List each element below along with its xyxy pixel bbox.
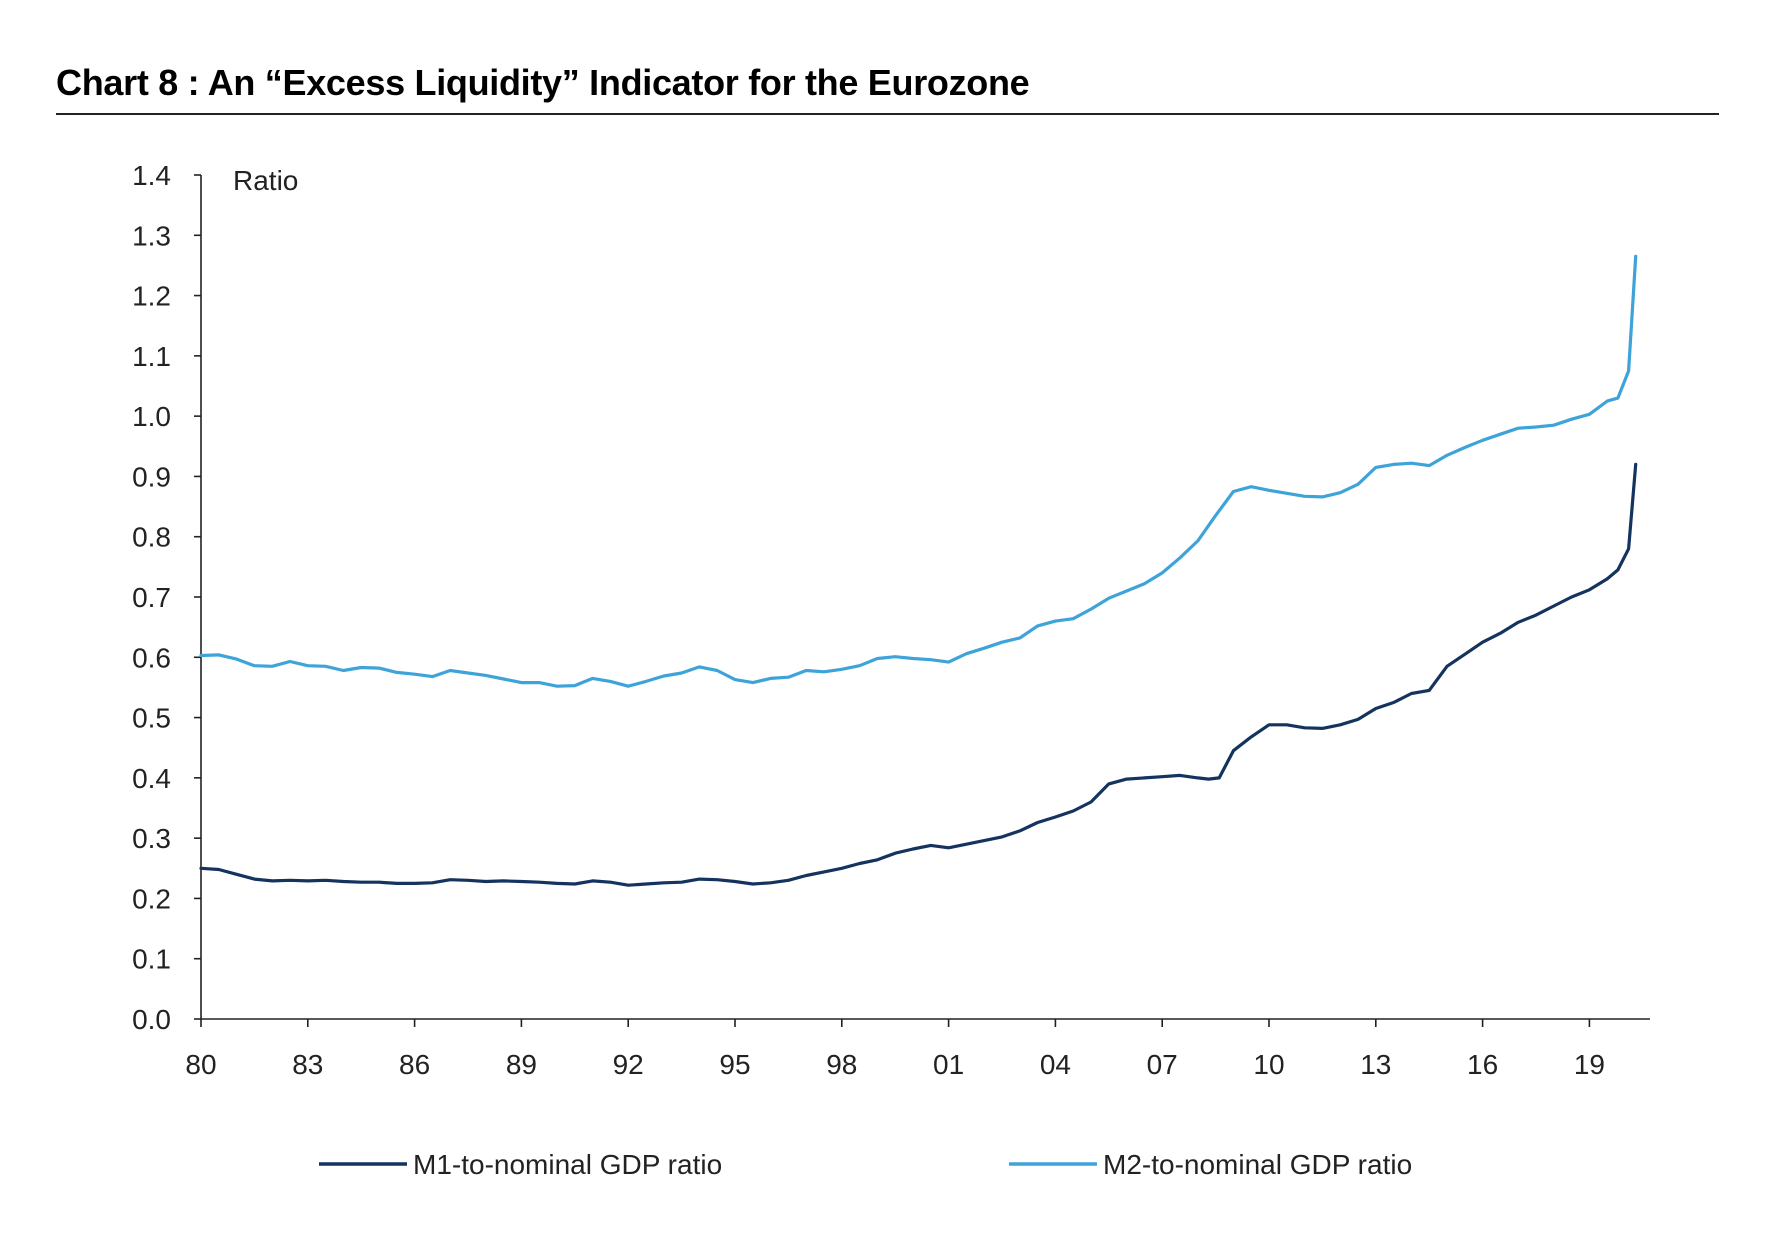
x-tick-label: 10: [1253, 1049, 1284, 1080]
y-tick-label: 0.1: [132, 944, 171, 975]
series-line-m1: [199, 462, 1638, 887]
y-tick-label: 1.0: [132, 401, 171, 432]
x-tick-label: 86: [399, 1049, 430, 1080]
x-tick-label: 83: [292, 1049, 323, 1080]
chart-lines: [199, 254, 1638, 887]
y-tick-label: 0.0: [132, 1004, 171, 1035]
y-tick-label: 0.5: [132, 703, 171, 734]
y-tick-label: 1.4: [132, 160, 171, 191]
x-tick-label: 16: [1467, 1049, 1498, 1080]
title-divider: [56, 113, 1719, 115]
unit-label: Ratio: [233, 165, 298, 196]
y-tick-label: 0.9: [132, 461, 171, 492]
y-tick-label: 0.2: [132, 883, 171, 914]
y-tick-label: 1.3: [132, 220, 171, 251]
chart-title: Chart 8 : An “Excess Liquidity” Indicato…: [56, 62, 1030, 103]
series-line-m2: [199, 254, 1638, 688]
y-tick-label: 0.4: [132, 763, 171, 794]
legend-label-m1: M1-to-nominal GDP ratio: [413, 1149, 722, 1180]
x-tick-label: 80: [185, 1049, 216, 1080]
x-tick-label: 13: [1360, 1049, 1391, 1080]
x-tick-label: 98: [826, 1049, 857, 1080]
x-tick-label: 01: [933, 1049, 964, 1080]
x-tick-label: 04: [1040, 1049, 1071, 1080]
y-tick-label: 0.3: [132, 823, 171, 854]
y-tick-label: 0.6: [132, 642, 171, 673]
legend-label-m2: M2-to-nominal GDP ratio: [1103, 1149, 1412, 1180]
x-tick-label: 92: [613, 1049, 644, 1080]
chart-axes: 0.0 0.1 0.2 0.3 0.4 0.5 0.6 0.7 0.8 0.9 1.0 1.1 1.2 1…: [132, 160, 1650, 1080]
y-tick-label: 1.1: [132, 341, 171, 372]
x-tick-label: 95: [719, 1049, 750, 1080]
y-tick-label: 0.8: [132, 522, 171, 553]
x-tick-label: 19: [1574, 1049, 1605, 1080]
y-tick-label: 1.2: [132, 281, 171, 312]
y-tick-label: 0.7: [132, 582, 171, 613]
x-tick-label: 89: [506, 1049, 537, 1080]
chart-legend: M1-to-nominal GDP ratio M2-to-nominal GDP…: [319, 1149, 1412, 1180]
x-tick-label: 07: [1147, 1049, 1178, 1080]
